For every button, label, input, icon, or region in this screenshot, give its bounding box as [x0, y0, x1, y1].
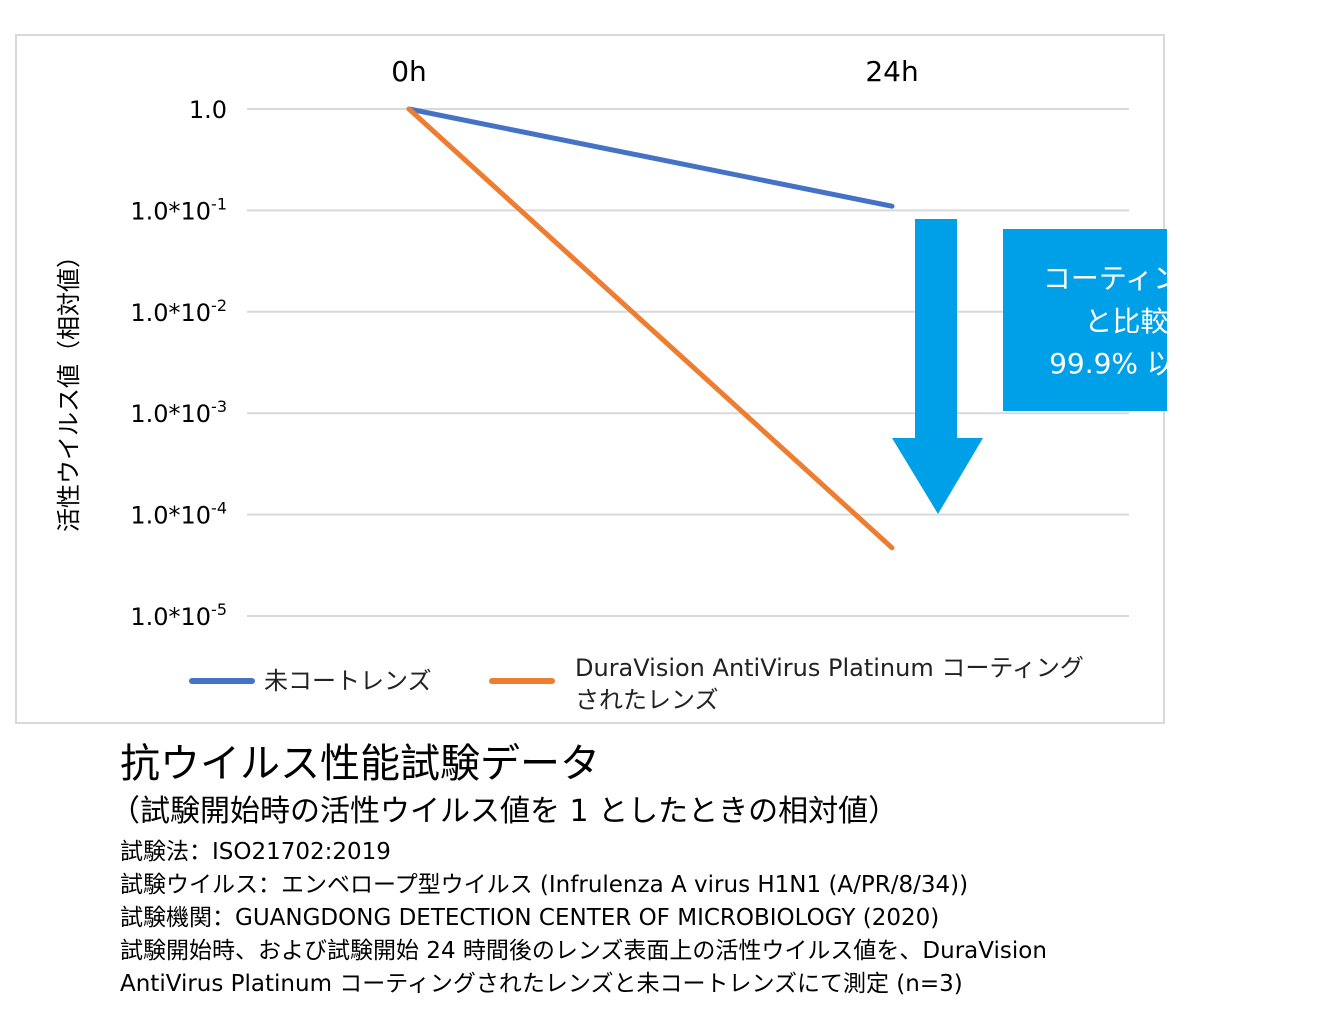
- callout-box: [1003, 229, 1167, 411]
- note-test-method: 試験法：ISO21702:2019: [120, 839, 391, 865]
- y-axis-title: 活性ウイルス値（相対値）: [55, 244, 83, 532]
- series-line-1: [406, 106, 895, 551]
- series-lines: [406, 106, 895, 551]
- caption-title: 抗ウイルス性能試験データ: [120, 741, 600, 787]
- down-arrow: [892, 219, 983, 514]
- legend: 未コートレンズ DuraVision AntiVirus Platinum コー…: [189, 654, 1084, 714]
- y-tick-label-4: 1.0*10-4: [130, 499, 227, 530]
- callout-line-3: 99.9% 以上抑制: [1049, 347, 1167, 380]
- note-test-virus: 試験ウイルス：エンベロープ型ウイルス (Infrulenza A virus H…: [120, 872, 969, 898]
- y-tick-label-0: 1.0: [189, 96, 227, 124]
- caption: 抗ウイルス性能試験データ （試験開始時の活性ウイルス値を 1 としたときの相対値…: [110, 738, 1300, 1001]
- x-tick-label-24h: 24h: [865, 55, 918, 88]
- legend-label-uncoated: 未コートレンズ: [264, 667, 432, 695]
- note-procedure-line-1: 試験開始時、および試験開始 24 時間後のレンズ表面上の活性ウイルス値を、Dur…: [120, 938, 1047, 964]
- note-test-lab: 試験機関：GUANGDONG DETECTION CENTER OF MICRO…: [120, 905, 940, 931]
- series-line-0: [406, 106, 895, 209]
- annotation: コーティング無し と比較して 99.9% 以上抑制: [892, 219, 1167, 514]
- note-procedure-line-2: AntiVirus Platinum コーティングされたレンズと未コートレンズに…: [120, 971, 963, 997]
- y-tick-label-5: 1.0*10-5: [130, 600, 227, 631]
- chart-svg: 1.0 1.0*10-1 1.0*10-2 1.0*10-3 1.0*10-4 1.0*1…: [55, 55, 1167, 714]
- grid-lines: [247, 108, 1129, 617]
- x-tick-label-0h: 0h: [391, 55, 427, 88]
- callout-line-2: と比較して: [1084, 305, 1167, 338]
- y-tick-label-1: 1.0*10-1: [130, 194, 227, 225]
- legend-label-coated-line-2: されたレンズ: [575, 686, 719, 714]
- y-tick-label-3: 1.0*10-3: [130, 397, 227, 428]
- callout-line-1: コーティング無し: [1043, 262, 1167, 295]
- caption-subtitle: （試験開始時の活性ウイルス値を 1 としたときの相対値）: [110, 794, 899, 829]
- legend-label-coated-line-1: DuraVision AntiVirus Platinum コーティング: [575, 654, 1084, 682]
- x-tick-labels: 0h 24h: [391, 55, 918, 88]
- y-tick-labels: 1.0 1.0*10-1 1.0*10-2 1.0*10-3 1.0*10-4 1.0*1…: [130, 96, 227, 631]
- chart-frame: 1.0 1.0*10-1 1.0*10-2 1.0*10-3 1.0*10-4 1.0*1…: [15, 34, 1167, 724]
- y-tick-label-2: 1.0*10-2: [130, 296, 227, 327]
